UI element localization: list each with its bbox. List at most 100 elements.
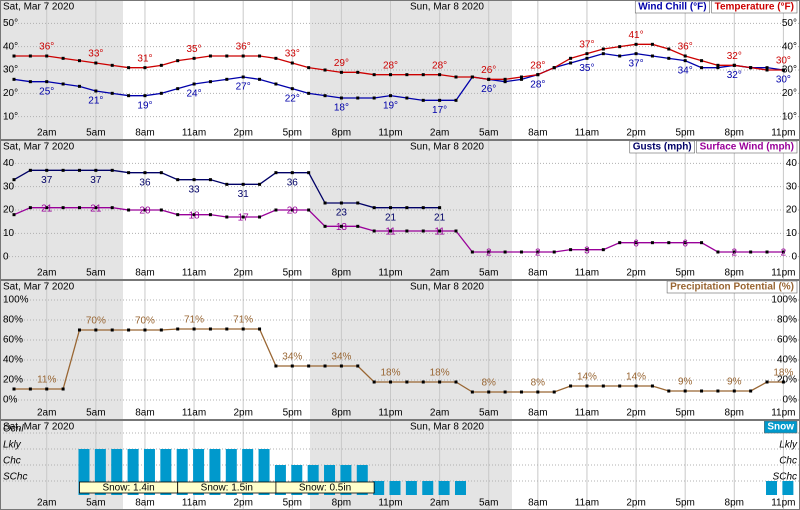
data-point [356,70,360,74]
data-point [667,47,671,51]
x-tick-label: 5pm [283,268,302,279]
data-point [470,250,474,254]
y-tick-label: 30 [3,181,15,192]
data-label: 13 [336,222,348,233]
data-point [110,91,114,95]
data-point [601,384,605,388]
data-point [552,66,556,70]
data-point [274,56,278,60]
data-label: 24° [187,89,202,100]
data-label: 36 [287,177,299,188]
data-point [618,45,622,49]
data-label: 31 [238,189,250,200]
data-label: 27° [236,82,251,93]
x-tick-label: 8pm [725,498,744,509]
data-label: 34° [678,65,693,76]
x-tick-label: 8pm [332,498,351,509]
y-tick-label: 30 [786,181,798,192]
data-point [438,380,442,384]
x-tick-label: 11pm [378,128,402,139]
x-tick-label: 8pm [332,268,351,279]
x-tick-label: 5am [86,268,105,279]
data-point [700,389,704,393]
x-tick-label: 2am [37,128,56,139]
data-point [683,54,687,58]
y-tick-label: SChc [773,472,797,483]
y-tick-label: 20 [786,205,798,216]
x-tick-label: 2am [430,408,449,419]
data-point [77,84,81,88]
data-label: 30° [776,75,791,86]
data-point [274,82,278,86]
data-point [77,206,81,210]
data-label: 20 [139,206,151,217]
data-point [192,213,196,217]
y-tick-label: 80% [777,315,797,326]
data-point [454,380,458,384]
series-line [13,53,784,101]
data-point [45,387,49,391]
legend-label: Snow [767,422,794,433]
data-label: 35° [579,63,594,74]
data-point [618,241,622,245]
data-point [438,229,442,233]
data-point [176,59,180,63]
data-label: 28° [432,60,447,71]
data-label: 25° [39,86,54,97]
x-tick-label: 5am [86,128,105,139]
data-label: 11 [385,227,396,238]
x-tick-label: 8pm [332,408,351,419]
data-point [192,327,196,331]
bar [766,481,778,495]
data-label: 36° [39,42,54,53]
x-tick-label: 11am [575,408,599,419]
data-point [61,168,65,172]
data-label: 17° [432,105,447,116]
data-point [12,77,16,81]
data-label: 26° [481,84,496,95]
bar [143,449,155,495]
data-point [569,56,573,60]
data-point [389,73,393,77]
date-label: Sun, Mar 8 2020 [410,142,484,153]
data-point [176,87,180,91]
data-point [487,250,491,254]
bar [373,481,385,495]
data-label: 70% [135,316,155,327]
data-point [143,171,147,175]
data-point [716,66,720,70]
x-tick-label: 5am [479,268,498,279]
bar [225,449,237,495]
data-point [618,54,622,58]
data-point [389,229,393,233]
x-tick-label: 2am [430,128,449,139]
y-tick-label: 40 [786,158,798,169]
y-tick-label: 10 [3,228,15,239]
data-label: 33° [285,49,300,60]
x-tick-label: 11am [182,268,206,279]
y-tick-label: 30° [782,65,797,76]
data-point [700,241,704,245]
data-point [438,73,442,77]
data-point [323,94,327,98]
data-label: 9% [727,377,742,388]
x-tick-label: 2am [37,408,56,419]
data-point [503,80,507,84]
data-point [94,206,98,210]
x-tick-label: 11pm [771,268,795,279]
x-tick-label: 5pm [283,128,302,139]
data-label: 28° [383,60,398,71]
y-tick-label: 20% [3,375,23,386]
y-tick-label: Chc [779,456,797,467]
data-point [12,54,16,58]
data-point [519,75,523,79]
amount-label: Snow: 1.5in [201,483,253,494]
y-tick-label: 20 [3,205,15,216]
data-point [536,250,540,254]
data-point [241,215,245,219]
x-tick-label: 11am [182,128,206,139]
data-point [650,54,654,58]
data-point [12,213,16,217]
data-label: 34% [282,352,302,363]
data-point [389,380,393,384]
